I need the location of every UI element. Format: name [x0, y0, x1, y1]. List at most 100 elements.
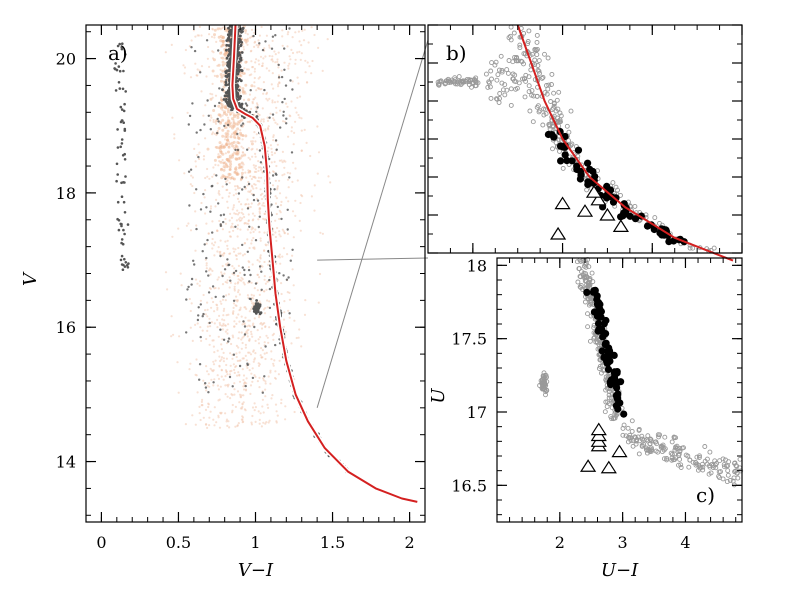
- scattered-star-point: [219, 328, 222, 331]
- star-open-point: [499, 69, 505, 75]
- field-star-point: [218, 355, 221, 358]
- field-star-point: [205, 242, 208, 245]
- field-star-point: [303, 128, 306, 131]
- scattered-star-point: [202, 192, 205, 196]
- field-star-point: [222, 357, 225, 360]
- field-star-point: [278, 81, 281, 84]
- upper-branch-open-point: [727, 477, 733, 483]
- field-star-point: [211, 133, 214, 136]
- star-open-point: [687, 245, 693, 251]
- field-star-point: [240, 315, 243, 318]
- field-star-point: [259, 237, 262, 240]
- field-star-point: [191, 414, 194, 417]
- field-star-point: [228, 168, 232, 171]
- blue-sequence-point: [124, 261, 128, 264]
- field-star-point: [221, 56, 225, 60]
- field-star-point: [267, 263, 270, 266]
- field-star-point: [216, 27, 220, 31]
- field-star-point: [257, 46, 260, 49]
- field-star-point: [221, 228, 224, 231]
- field-star-point: [258, 63, 261, 66]
- scattered-star-point: [226, 38, 229, 42]
- field-star-point: [249, 120, 252, 123]
- zoom-connector-top: [316, 39, 429, 408]
- field-star-point: [274, 235, 277, 239]
- field-star-point: [274, 202, 278, 205]
- field-star-point: [271, 72, 274, 75]
- field-star-point: [222, 324, 225, 327]
- scattered-star-point: [205, 39, 209, 42]
- upper-branch-open-point: [673, 455, 679, 461]
- field-star-point: [240, 154, 244, 158]
- field-star-point: [214, 122, 218, 125]
- scattered-star-point: [252, 34, 255, 38]
- field-star-point: [271, 55, 274, 58]
- scattered-star-point: [195, 188, 198, 191]
- field-star-point: [224, 393, 227, 396]
- scattered-star-point: [214, 295, 217, 299]
- field-star-point: [259, 412, 262, 415]
- scattered-star-point: [222, 295, 225, 298]
- star-open-point: [508, 86, 514, 92]
- field-star-point: [231, 403, 234, 407]
- scattered-star-point: [205, 256, 208, 260]
- red-clump-open-point: [453, 81, 458, 87]
- field-star-point: [278, 359, 281, 362]
- field-star-point: [237, 291, 240, 294]
- field-star-point: [209, 119, 212, 122]
- field-star-point: [240, 347, 243, 350]
- member-star-point: [224, 100, 228, 103]
- field-star-point: [206, 426, 209, 429]
- field-star-point: [257, 44, 260, 47]
- member-star-point: [226, 62, 230, 66]
- field-star-point: [262, 92, 265, 95]
- field-star-point: [252, 98, 255, 101]
- scattered-star-point: [252, 193, 255, 197]
- field-star-point: [269, 144, 272, 147]
- field-star-point: [227, 145, 231, 149]
- field-star-point: [287, 64, 290, 67]
- scattered-star-point: [236, 132, 239, 136]
- field-star-point: [266, 116, 269, 119]
- field-star-point: [235, 344, 238, 347]
- field-star-point: [239, 165, 242, 169]
- star-open-point: [499, 67, 505, 73]
- field-star-point: [185, 224, 188, 227]
- field-star-point: [217, 104, 221, 108]
- star-open-point: [529, 88, 535, 94]
- upper-branch-open-point: [632, 434, 638, 440]
- field-star-point: [254, 420, 257, 423]
- scattered-star-point: [261, 391, 264, 394]
- field-star-point: [253, 358, 256, 361]
- field-star-point: [245, 359, 248, 362]
- field-star-point: [222, 309, 225, 312]
- rgb-member-point: [596, 305, 604, 313]
- field-star-point: [238, 200, 241, 203]
- upper-branch-open-point: [659, 443, 665, 449]
- field-star-point: [310, 72, 313, 75]
- red-clump-open-point: [475, 80, 481, 86]
- star-open-point: [489, 76, 494, 82]
- scattered-star-point: [204, 386, 208, 389]
- field-star-point: [244, 31, 247, 35]
- field-star-point: [222, 165, 226, 169]
- scattered-star-point: [244, 384, 247, 388]
- field-star-point: [234, 248, 237, 251]
- field-star-point: [268, 326, 271, 329]
- field-star-point: [297, 336, 300, 339]
- scattered-star-point: [223, 268, 227, 271]
- field-star-point: [272, 233, 275, 236]
- field-star-point: [294, 214, 297, 217]
- field-star-point: [200, 34, 203, 37]
- field-star-point: [249, 384, 253, 387]
- field-star-point: [221, 105, 225, 109]
- scattered-star-point: [260, 270, 263, 273]
- field-star-point: [236, 197, 240, 200]
- field-star-point: [300, 52, 303, 55]
- star-open-point: [585, 311, 590, 317]
- star-open-point: [610, 180, 616, 186]
- scattered-star-point: [285, 278, 289, 281]
- field-star-point: [291, 210, 295, 213]
- scattered-star-point: [256, 106, 259, 109]
- field-star-point: [262, 217, 265, 220]
